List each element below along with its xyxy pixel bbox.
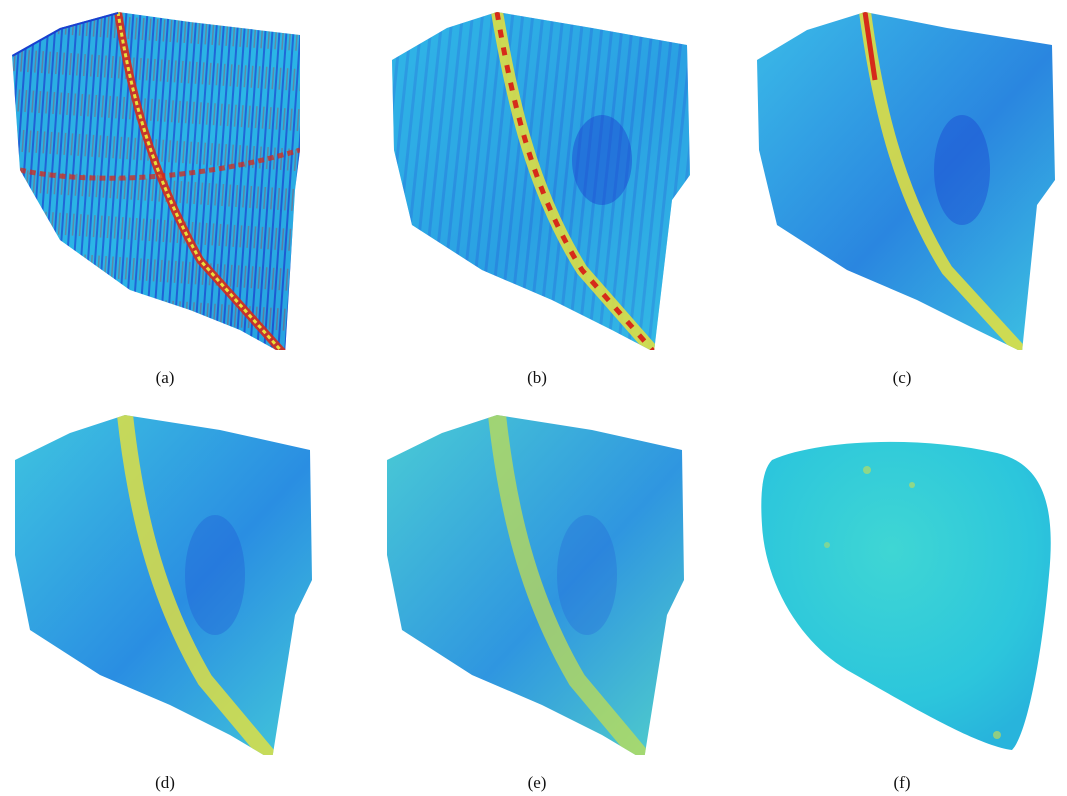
mesh-render-b: [392, 12, 690, 350]
panel-caption: (c): [892, 368, 912, 387]
figure-panel-d: (d): [0, 405, 330, 795]
panel-caption: (f): [893, 773, 911, 792]
mesh-render-f: [761, 441, 1051, 750]
mesh-render-d: [15, 415, 312, 755]
panel-caption: (b): [527, 368, 547, 387]
panel-caption: (e): [527, 773, 547, 792]
figure-panel-c: (c): [737, 0, 1067, 390]
smooth-blob-surface: [761, 441, 1051, 750]
panel-caption: (a): [155, 368, 175, 387]
mesh-render-c: [757, 12, 1055, 350]
mesh-render-a: [12, 12, 300, 350]
mesh-render-e: [387, 415, 684, 755]
figure-panel-e: (e): [372, 405, 702, 795]
figure-panel-a: (a): [0, 0, 330, 390]
panel-caption: (d): [155, 773, 175, 792]
figure-panel-f: (f): [737, 405, 1067, 795]
figure-panel-b: (b): [372, 0, 702, 390]
